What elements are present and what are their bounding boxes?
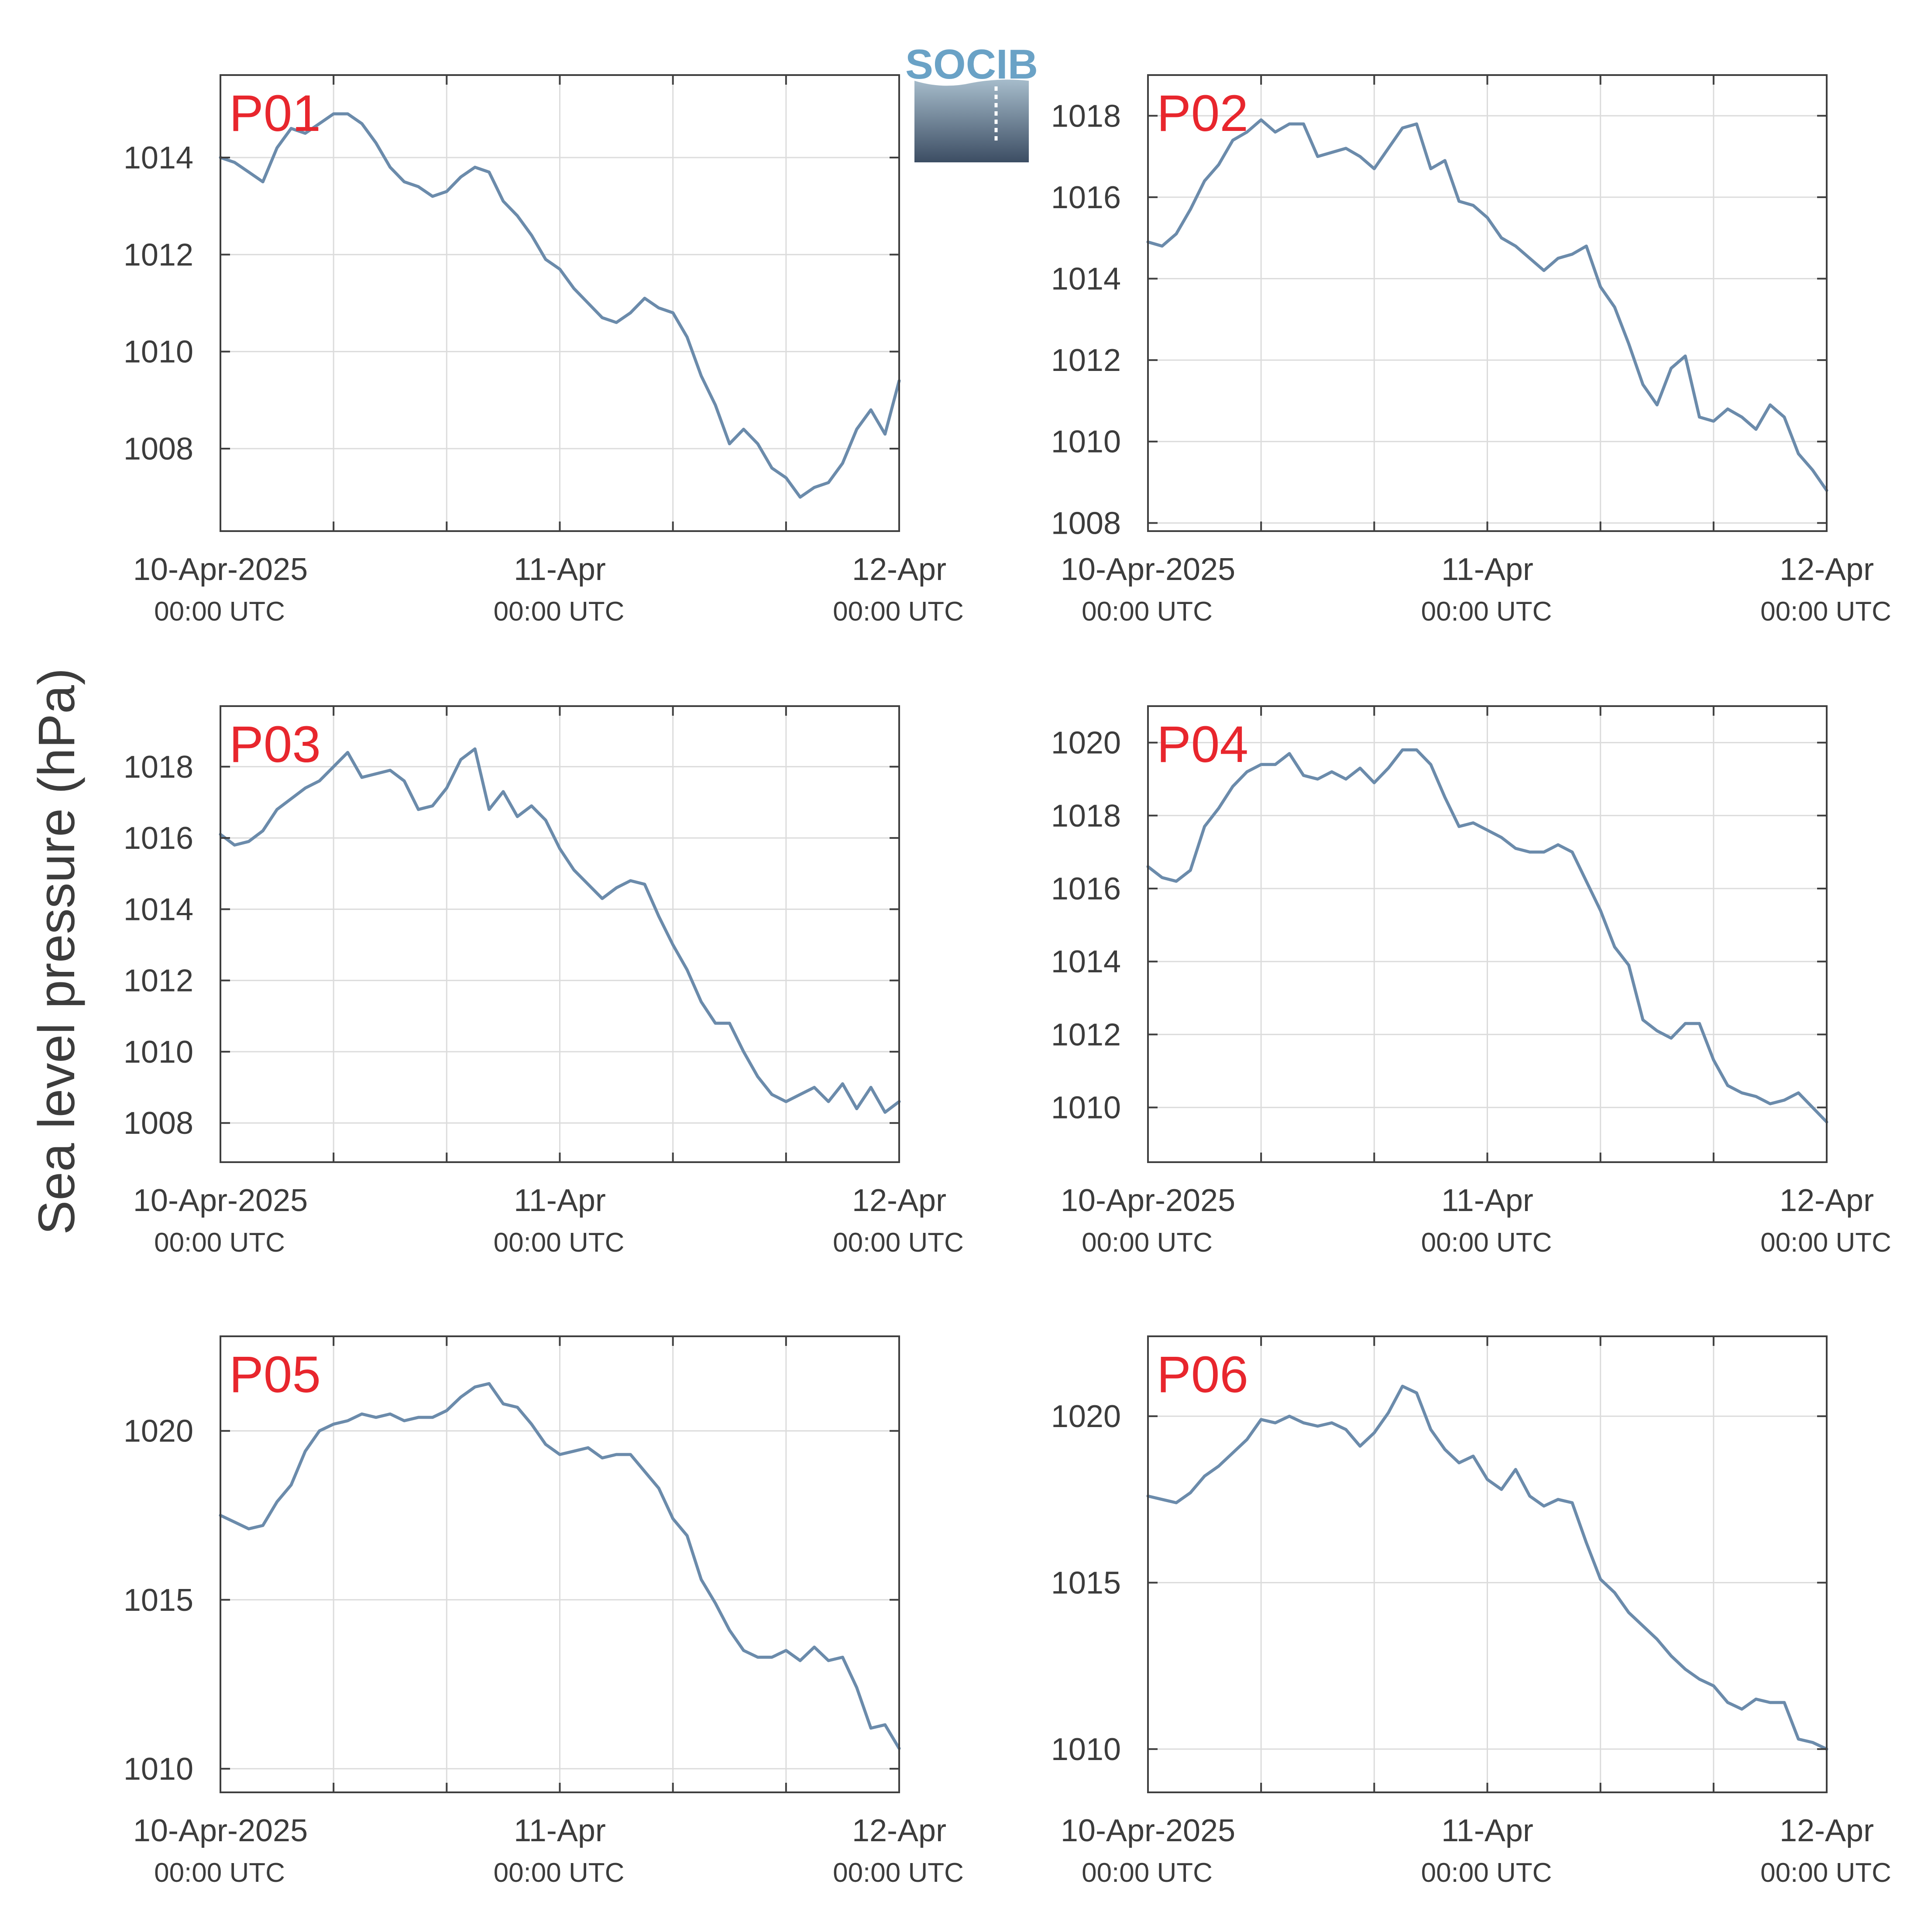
series-line-p03 xyxy=(219,747,901,1114)
x-tick-time-label: 00:00 UTC xyxy=(1760,1228,1891,1258)
panel-label: P05 xyxy=(229,1346,321,1404)
y-tick-label: 1014 xyxy=(124,141,193,175)
y-tick-label: 1015 xyxy=(124,1583,193,1618)
y-tick-label: 1012 xyxy=(1051,1017,1121,1052)
x-tick-time-label: 00:00 UTC xyxy=(833,597,964,627)
x-tick-time-label: 00:00 UTC xyxy=(833,1858,964,1888)
x-tick-date-label: 11-Apr xyxy=(514,1183,606,1218)
y-tick-label: 1012 xyxy=(1051,343,1121,378)
panel-p06: 1010 1015 1020 10-Apr-2025 00:00 UTC 11-Apr 00… xyxy=(1051,1335,1891,1888)
y-tick-label: 1015 xyxy=(1051,1565,1121,1600)
panel-p03: 1008 1010 1012 1014 1016 1018 10-Apr-2025 00:00… xyxy=(124,705,964,1258)
logo-wave-shape xyxy=(914,79,1029,162)
x-tick-time-label: 00:00 UTC xyxy=(1082,1858,1213,1888)
y-tick-label: 1010 xyxy=(124,335,193,370)
panel-label: P06 xyxy=(1157,1346,1248,1404)
series-line-p06 xyxy=(1146,1384,1828,1751)
x-tick-time-label: 00:00 UTC xyxy=(1760,1858,1891,1888)
panel-p05: 1010 1015 1020 10-Apr-2025 00:00 UTC 11-Apr 00… xyxy=(124,1335,964,1888)
x-tick-date-label: 10-Apr-2025 xyxy=(1061,1813,1235,1848)
x-tick-time-label: 00:00 UTC xyxy=(1421,597,1552,627)
panel-label: P01 xyxy=(229,85,321,142)
x-tick-date-label: 12-Apr xyxy=(852,552,946,587)
x-tick-date-label: 11-Apr xyxy=(1441,1183,1533,1218)
y-axis-label: Sea level pressure (hPa) xyxy=(28,668,86,1235)
x-tick-time-label: 00:00 UTC xyxy=(1421,1228,1552,1258)
y-tick-label: 1008 xyxy=(124,432,193,467)
x-tick-time-label: 00:00 UTC xyxy=(1421,1858,1552,1888)
x-tick-time-label: 00:00 UTC xyxy=(154,1858,285,1888)
y-tick-label: 1012 xyxy=(124,237,193,272)
x-tick-time-label: 00:00 UTC xyxy=(154,597,285,627)
x-tick-date-label: 11-Apr xyxy=(1441,552,1533,587)
y-tick-label: 1020 xyxy=(1051,726,1121,761)
x-tick-time-label: 00:00 UTC xyxy=(1760,597,1891,627)
x-tick-time-label: 00:00 UTC xyxy=(154,1228,285,1258)
y-tick-label: 1014 xyxy=(1051,944,1121,979)
y-tick-label: 1012 xyxy=(124,964,193,999)
y-tick-label: 1016 xyxy=(1051,872,1121,906)
panel-label: P03 xyxy=(229,716,321,773)
y-tick-label: 1020 xyxy=(1051,1399,1121,1434)
x-tick-time-label: 00:00 UTC xyxy=(1082,1228,1213,1258)
panel-p04: 1010 1012 1014 1016 1018 1020 10-Apr-2025 00:00… xyxy=(1051,705,1891,1258)
x-tick-date-label: 11-Apr xyxy=(514,1813,606,1848)
y-tick-label: 1018 xyxy=(124,750,193,785)
series-line-p05 xyxy=(219,1382,901,1750)
x-tick-time-label: 00:00 UTC xyxy=(494,1228,625,1258)
x-tick-date-label: 10-Apr-2025 xyxy=(133,1183,308,1218)
y-tick-label: 1010 xyxy=(1051,1732,1121,1767)
x-tick-date-label: 12-Apr xyxy=(1780,1183,1874,1218)
series-line-p01 xyxy=(219,112,901,499)
x-tick-time-label: 00:00 UTC xyxy=(494,1858,625,1888)
series-line-p02 xyxy=(1146,118,1828,492)
x-tick-time-label: 00:00 UTC xyxy=(1082,597,1213,627)
x-tick-date-label: 10-Apr-2025 xyxy=(1061,1183,1235,1218)
y-tick-label: 1010 xyxy=(124,1752,193,1787)
x-tick-date-label: 10-Apr-2025 xyxy=(1061,552,1235,587)
x-tick-date-label: 12-Apr xyxy=(852,1813,946,1848)
y-tick-label: 1008 xyxy=(1051,506,1121,541)
y-tick-label: 1018 xyxy=(1051,99,1121,134)
y-tick-label: 1016 xyxy=(124,821,193,856)
panel-label: P04 xyxy=(1157,716,1248,773)
y-tick-label: 1014 xyxy=(1051,262,1121,297)
x-tick-date-label: 10-Apr-2025 xyxy=(133,1813,308,1848)
x-tick-date-label: 11-Apr xyxy=(1441,1813,1533,1848)
panel-label: P02 xyxy=(1157,85,1248,142)
socib-logo: SOCIB xyxy=(905,41,1038,162)
y-tick-label: 1016 xyxy=(1051,180,1121,215)
x-tick-date-label: 12-Apr xyxy=(1780,552,1874,587)
x-tick-time-label: 00:00 UTC xyxy=(833,1228,964,1258)
panel-p02: 1008 1010 1012 1014 1016 1018 10-Apr-2025 00:00… xyxy=(1051,74,1891,627)
y-tick-label: 1010 xyxy=(124,1035,193,1070)
x-tick-date-label: 12-Apr xyxy=(1780,1813,1874,1848)
y-tick-label: 1018 xyxy=(1051,799,1121,834)
panel-p01: 1008 1010 1012 1014 10-Apr-2025 00:00 UTC 11-A… xyxy=(124,74,964,627)
y-tick-label: 1020 xyxy=(124,1414,193,1449)
x-tick-date-label: 10-Apr-2025 xyxy=(133,552,308,587)
x-tick-date-label: 12-Apr xyxy=(852,1183,946,1218)
y-tick-label: 1014 xyxy=(124,892,193,927)
y-tick-label: 1010 xyxy=(1051,1091,1121,1126)
x-tick-time-label: 00:00 UTC xyxy=(494,597,625,627)
y-tick-label: 1010 xyxy=(1051,425,1121,460)
series-line-p04 xyxy=(1146,748,1828,1124)
x-tick-date-label: 11-Apr xyxy=(514,552,606,587)
y-tick-label: 1008 xyxy=(124,1106,193,1141)
